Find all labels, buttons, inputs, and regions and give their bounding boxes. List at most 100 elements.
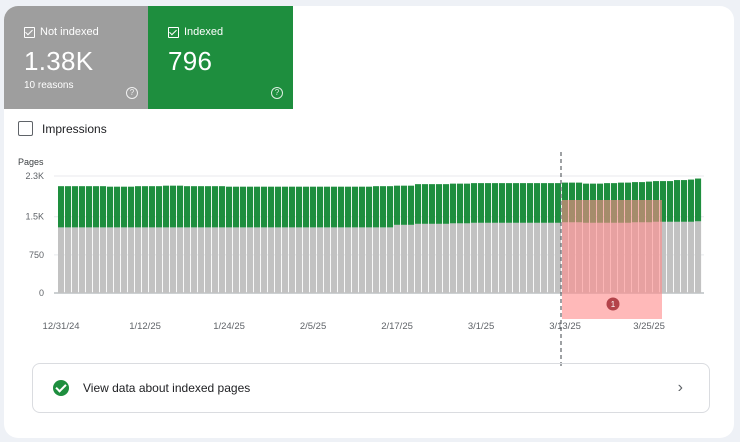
bar-not-indexed[interactable]: [198, 227, 205, 293]
bar-not-indexed[interactable]: [373, 227, 380, 293]
bar-indexed[interactable]: [121, 186, 128, 228]
bar-indexed[interactable]: [366, 186, 373, 228]
indexed-tile[interactable]: Indexed 796 ?: [148, 6, 293, 109]
bar-indexed[interactable]: [436, 184, 443, 224]
bar-not-indexed[interactable]: [695, 221, 702, 293]
bar-not-indexed[interactable]: [457, 223, 464, 293]
bar-indexed[interactable]: [464, 183, 471, 224]
bar-indexed[interactable]: [548, 183, 555, 223]
bar-indexed[interactable]: [555, 183, 562, 223]
bar-not-indexed[interactable]: [471, 222, 478, 293]
bar-indexed[interactable]: [443, 184, 450, 224]
bar-indexed[interactable]: [331, 186, 338, 228]
bar-not-indexed[interactable]: [464, 223, 471, 293]
bar-not-indexed[interactable]: [212, 227, 219, 293]
bar-indexed[interactable]: [233, 186, 240, 228]
bar-not-indexed[interactable]: [128, 227, 135, 293]
bar-indexed[interactable]: [681, 180, 688, 222]
bar-indexed[interactable]: [478, 183, 485, 223]
bar-not-indexed[interactable]: [492, 222, 499, 293]
bar-not-indexed[interactable]: [93, 227, 100, 293]
bar-indexed[interactable]: [415, 184, 422, 224]
bar-indexed[interactable]: [674, 180, 681, 222]
bar-not-indexed[interactable]: [674, 221, 681, 293]
bar-not-indexed[interactable]: [408, 224, 415, 293]
bar-indexed[interactable]: [401, 185, 408, 225]
bar-not-indexed[interactable]: [513, 222, 520, 293]
bar-not-indexed[interactable]: [135, 227, 142, 293]
bar-indexed[interactable]: [58, 186, 65, 228]
bar-not-indexed[interactable]: [380, 227, 387, 293]
bar-indexed[interactable]: [212, 186, 219, 228]
bar-indexed[interactable]: [86, 186, 93, 228]
bar-not-indexed[interactable]: [58, 227, 65, 293]
bar-indexed[interactable]: [387, 186, 394, 228]
bar-indexed[interactable]: [198, 186, 205, 228]
bar-indexed[interactable]: [520, 183, 527, 223]
bar-indexed[interactable]: [65, 186, 72, 228]
bar-not-indexed[interactable]: [359, 227, 366, 293]
bar-indexed[interactable]: [667, 181, 674, 222]
bar-not-indexed[interactable]: [226, 227, 233, 293]
bar-not-indexed[interactable]: [527, 222, 534, 293]
bar-indexed[interactable]: [660, 181, 667, 222]
bar-not-indexed[interactable]: [324, 227, 331, 293]
bar-not-indexed[interactable]: [100, 227, 107, 293]
bar-indexed[interactable]: [422, 184, 429, 224]
bar-not-indexed[interactable]: [121, 227, 128, 293]
bar-not-indexed[interactable]: [261, 227, 268, 293]
bar-not-indexed[interactable]: [436, 223, 443, 293]
bar-not-indexed[interactable]: [247, 227, 254, 293]
bar-not-indexed[interactable]: [331, 227, 338, 293]
bar-indexed[interactable]: [688, 179, 695, 222]
bar-indexed[interactable]: [114, 186, 121, 228]
indexed-checkbox[interactable]: [168, 26, 179, 38]
bar-indexed[interactable]: [107, 186, 114, 228]
bar-not-indexed[interactable]: [660, 221, 667, 293]
bar-indexed[interactable]: [310, 186, 317, 228]
bar-indexed[interactable]: [261, 186, 268, 228]
help-icon[interactable]: ?: [126, 87, 138, 99]
bar-not-indexed[interactable]: [240, 227, 247, 293]
bar-indexed[interactable]: [373, 186, 380, 228]
bar-indexed[interactable]: [219, 186, 226, 228]
bar-indexed[interactable]: [142, 186, 149, 228]
bar-not-indexed[interactable]: [163, 227, 170, 293]
bar-indexed[interactable]: [156, 186, 163, 228]
bar-not-indexed[interactable]: [401, 224, 408, 293]
bar-indexed[interactable]: [72, 186, 79, 228]
bar-not-indexed[interactable]: [345, 227, 352, 293]
bar-not-indexed[interactable]: [534, 222, 541, 293]
bar-indexed[interactable]: [317, 186, 324, 228]
bar-not-indexed[interactable]: [65, 227, 72, 293]
bar-not-indexed[interactable]: [219, 227, 226, 293]
bar-not-indexed[interactable]: [352, 227, 359, 293]
bar-not-indexed[interactable]: [289, 227, 296, 293]
bar-not-indexed[interactable]: [443, 223, 450, 293]
bar-indexed[interactable]: [93, 186, 100, 228]
bar-indexed[interactable]: [506, 183, 513, 223]
bar-not-indexed[interactable]: [394, 224, 401, 293]
bar-indexed[interactable]: [338, 186, 345, 228]
bar-not-indexed[interactable]: [107, 227, 114, 293]
bar-indexed[interactable]: [359, 186, 366, 228]
bar-not-indexed[interactable]: [387, 227, 394, 293]
bar-indexed[interactable]: [149, 186, 156, 228]
bar-indexed[interactable]: [527, 183, 534, 223]
bar-not-indexed[interactable]: [296, 227, 303, 293]
bar-indexed[interactable]: [457, 183, 464, 224]
bar-indexed[interactable]: [226, 186, 233, 228]
bar-not-indexed[interactable]: [681, 221, 688, 293]
impressions-checkbox[interactable]: [18, 121, 33, 136]
bar-indexed[interactable]: [345, 186, 352, 228]
bar-not-indexed[interactable]: [499, 222, 506, 293]
bar-not-indexed[interactable]: [156, 227, 163, 293]
bar-indexed[interactable]: [177, 185, 184, 228]
bar-indexed[interactable]: [268, 186, 275, 228]
bar-not-indexed[interactable]: [275, 227, 282, 293]
bar-not-indexed[interactable]: [555, 222, 562, 293]
bar-not-indexed[interactable]: [114, 227, 121, 293]
bar-indexed[interactable]: [289, 186, 296, 228]
bar-not-indexed[interactable]: [366, 227, 373, 293]
bar-indexed[interactable]: [163, 185, 170, 228]
